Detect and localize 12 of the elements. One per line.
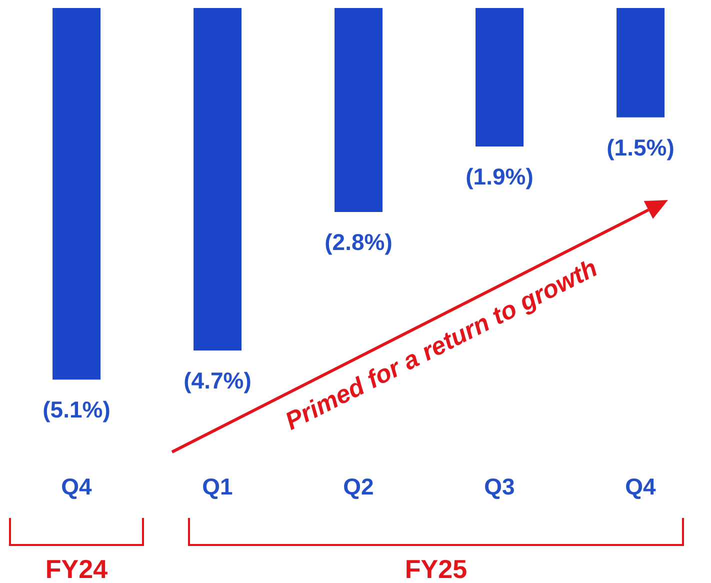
data-label: (4.7%) [184,368,252,394]
data-label: (5.1%) [42,396,110,423]
x-tick-label: Q4 [625,473,656,500]
x-tick-label: Q2 [343,473,374,500]
data-label: (1.5%) [606,134,674,160]
data-label: (1.9%) [466,163,534,190]
text: FY25 [404,554,468,583]
x-tick-label: Q4 [61,473,92,500]
data-label: (2.8%) [324,229,392,256]
x-tick-label: Q1 [202,473,234,500]
x-tick-label: Q3 [484,473,515,500]
text: FY24 [45,554,108,583]
